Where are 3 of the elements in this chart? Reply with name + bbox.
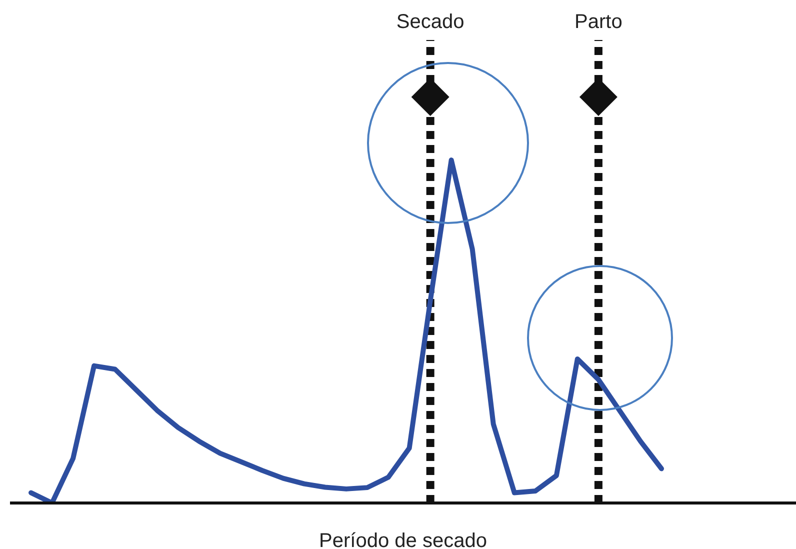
x-axis-title: Período de secado [319, 530, 487, 549]
text: Secado [396, 11, 464, 33]
text: Parto [574, 11, 622, 33]
